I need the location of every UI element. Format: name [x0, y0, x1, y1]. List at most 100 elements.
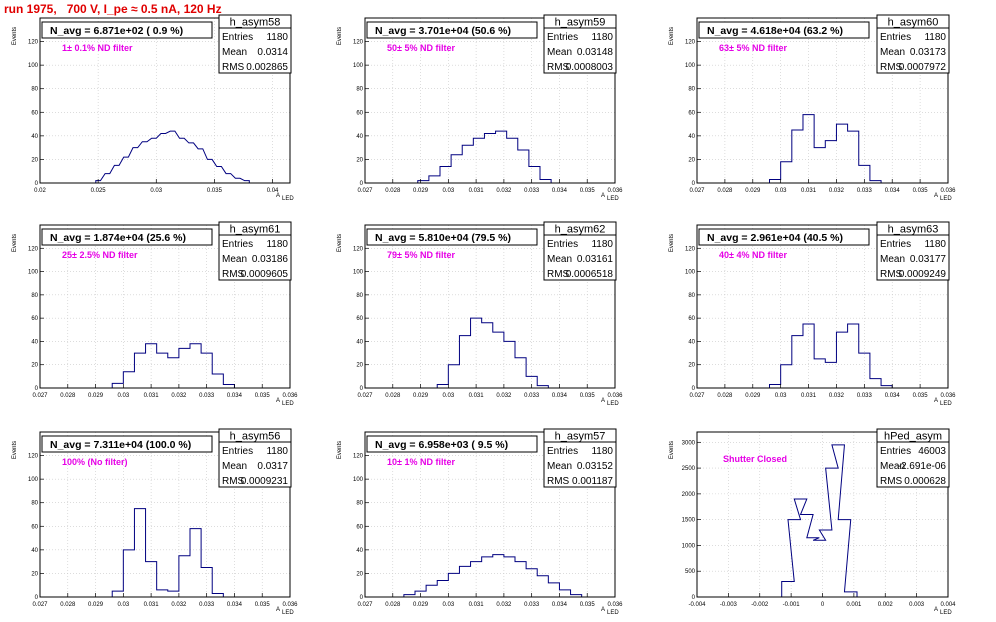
histogram-line — [403, 554, 583, 597]
histogram-bin — [848, 324, 859, 388]
stats-label-mean: Mean — [222, 254, 247, 265]
y-tick-label: 40 — [356, 339, 363, 345]
stats-label-entries: Entries — [880, 32, 911, 43]
x-tick-label: 0.033 — [857, 188, 873, 194]
histogram-bin — [781, 365, 792, 388]
y-tick-label: 60 — [31, 110, 38, 116]
plot-frame — [39, 17, 291, 184]
stats-value-mean: 0.03148 — [577, 47, 614, 58]
x-tick-label: 0.035 — [580, 602, 596, 608]
stats-label-mean: Mean — [880, 461, 905, 472]
histogram-bin — [807, 538, 820, 597]
x-axis-title: A — [934, 607, 938, 613]
y-tick-label: 3000 — [682, 440, 696, 446]
x-tick-label: 0 — [821, 602, 825, 608]
x-tick-label: 0.004 — [940, 602, 956, 608]
histogram-bin — [105, 174, 110, 183]
y-tick-label: 2500 — [682, 466, 696, 472]
histogram-bin — [198, 149, 203, 183]
y-tick-label: 40 — [688, 134, 695, 140]
histogram-bin — [114, 165, 119, 183]
histogram-bin — [825, 362, 836, 388]
x-tick-label: 0.031 — [144, 393, 160, 399]
histogram-bin — [814, 148, 825, 183]
y-tick-label: 60 — [356, 110, 363, 116]
plot-frame — [364, 431, 616, 598]
x-tick-label: 0.036 — [940, 188, 956, 194]
stats-value-entries: 1180 — [591, 32, 613, 43]
x-axis-subscript: LED — [607, 610, 619, 616]
histogram-bin — [440, 167, 451, 184]
y-tick-label: 20 — [356, 157, 363, 163]
y-tick-label: 80 — [31, 87, 38, 93]
x-axis-title: A — [601, 193, 605, 199]
x-tick-label: 0.036 — [607, 393, 623, 399]
stats-label-mean: Mean — [222, 461, 247, 472]
histogram-name: h_asym60 — [888, 17, 939, 29]
x-axis-title: A — [276, 607, 280, 613]
plot-frame — [696, 17, 949, 184]
stats-label-mean: Mean — [547, 47, 572, 58]
y-tick-label: 100 — [28, 63, 39, 69]
stats-value-rms: 0.0008003 — [566, 62, 614, 73]
navg-label: N_avg = 4.618e+04 (63.2 %) — [707, 25, 843, 37]
histogram-bin — [870, 379, 881, 388]
panel-h_asym61: 0.027 0.028 0.029 0.03 0.031 0.032 0.033 0.034 0… — [12, 221, 298, 407]
y-tick-label: 500 — [685, 569, 696, 575]
y-tick-label: 40 — [31, 134, 38, 140]
navg-label: N_avg = 6.871e+02 ( 0.9 %) — [50, 25, 183, 37]
stats-value-mean: 0.03186 — [252, 254, 289, 265]
y-tick-label: 120 — [685, 40, 696, 46]
stats-box — [218, 428, 292, 488]
panel-h_asym60: 0.027 0.028 0.029 0.03 0.031 0.032 0.033 0.034 0… — [669, 14, 956, 202]
histogram-bin — [493, 555, 504, 597]
x-tick-label: 0.036 — [282, 602, 298, 608]
stats-box — [876, 428, 950, 488]
stats-label-mean: Mean — [547, 461, 572, 472]
x-tick-label: 0.032 — [829, 393, 845, 399]
stats-label-rms: RMS — [222, 476, 245, 487]
histogram-bin — [493, 332, 504, 388]
y-tick-label: 0 — [692, 181, 696, 187]
histogram-bin — [459, 566, 470, 597]
histogram-line — [111, 343, 235, 388]
y-axis-title: Events — [12, 234, 18, 252]
x-tick-label: 0.03 — [117, 602, 129, 608]
histogram-name: h_asym61 — [230, 224, 281, 236]
stats-label-rms: RMS — [222, 62, 245, 73]
stats-value-mean: 0.03161 — [577, 254, 614, 265]
navg-box — [366, 228, 538, 246]
y-tick-label: 120 — [28, 246, 39, 252]
x-tick-label: 0.032 — [496, 602, 512, 608]
x-tick-label: 0.03 — [775, 393, 787, 399]
histogram-bin — [459, 336, 470, 388]
stats-label-rms: RMS — [880, 62, 903, 73]
stats-value-rms: 0.0009605 — [241, 269, 289, 280]
x-tick-label: 0.036 — [940, 393, 956, 399]
x-axis-subscript: LED — [607, 401, 619, 407]
stats-label-mean: Mean — [880, 47, 905, 58]
panel-h_asym56: 0.027 0.028 0.029 0.03 0.031 0.032 0.033 0.034 0… — [12, 428, 298, 616]
x-tick-label: 0.029 — [413, 188, 429, 194]
x-tick-label: 0.029 — [413, 393, 429, 399]
x-axis-subscript: LED — [940, 610, 952, 616]
histogram-bin — [825, 141, 836, 183]
plot-frame — [364, 224, 616, 389]
histogram-bin — [190, 344, 201, 388]
y-axis-title: Events — [12, 441, 18, 459]
y-tick-label: 100 — [28, 477, 39, 483]
x-tick-label: 0.032 — [829, 188, 845, 194]
x-axis-subscript: LED — [607, 196, 619, 202]
x-tick-label: 0.031 — [144, 602, 160, 608]
y-tick-label: 100 — [685, 63, 696, 69]
x-tick-label: 0.029 — [413, 602, 429, 608]
histogram-bin — [813, 540, 826, 597]
histogram-bin — [507, 138, 518, 183]
histogram-bin — [142, 142, 147, 183]
histogram-bin — [482, 323, 493, 388]
histogram-bin — [559, 590, 570, 597]
x-tick-label: 0.032 — [496, 188, 512, 194]
stats-value-rms: 0.0006518 — [566, 269, 614, 280]
x-tick-label: 0.04 — [267, 188, 279, 194]
histogram-name: h_asym56 — [230, 431, 281, 443]
